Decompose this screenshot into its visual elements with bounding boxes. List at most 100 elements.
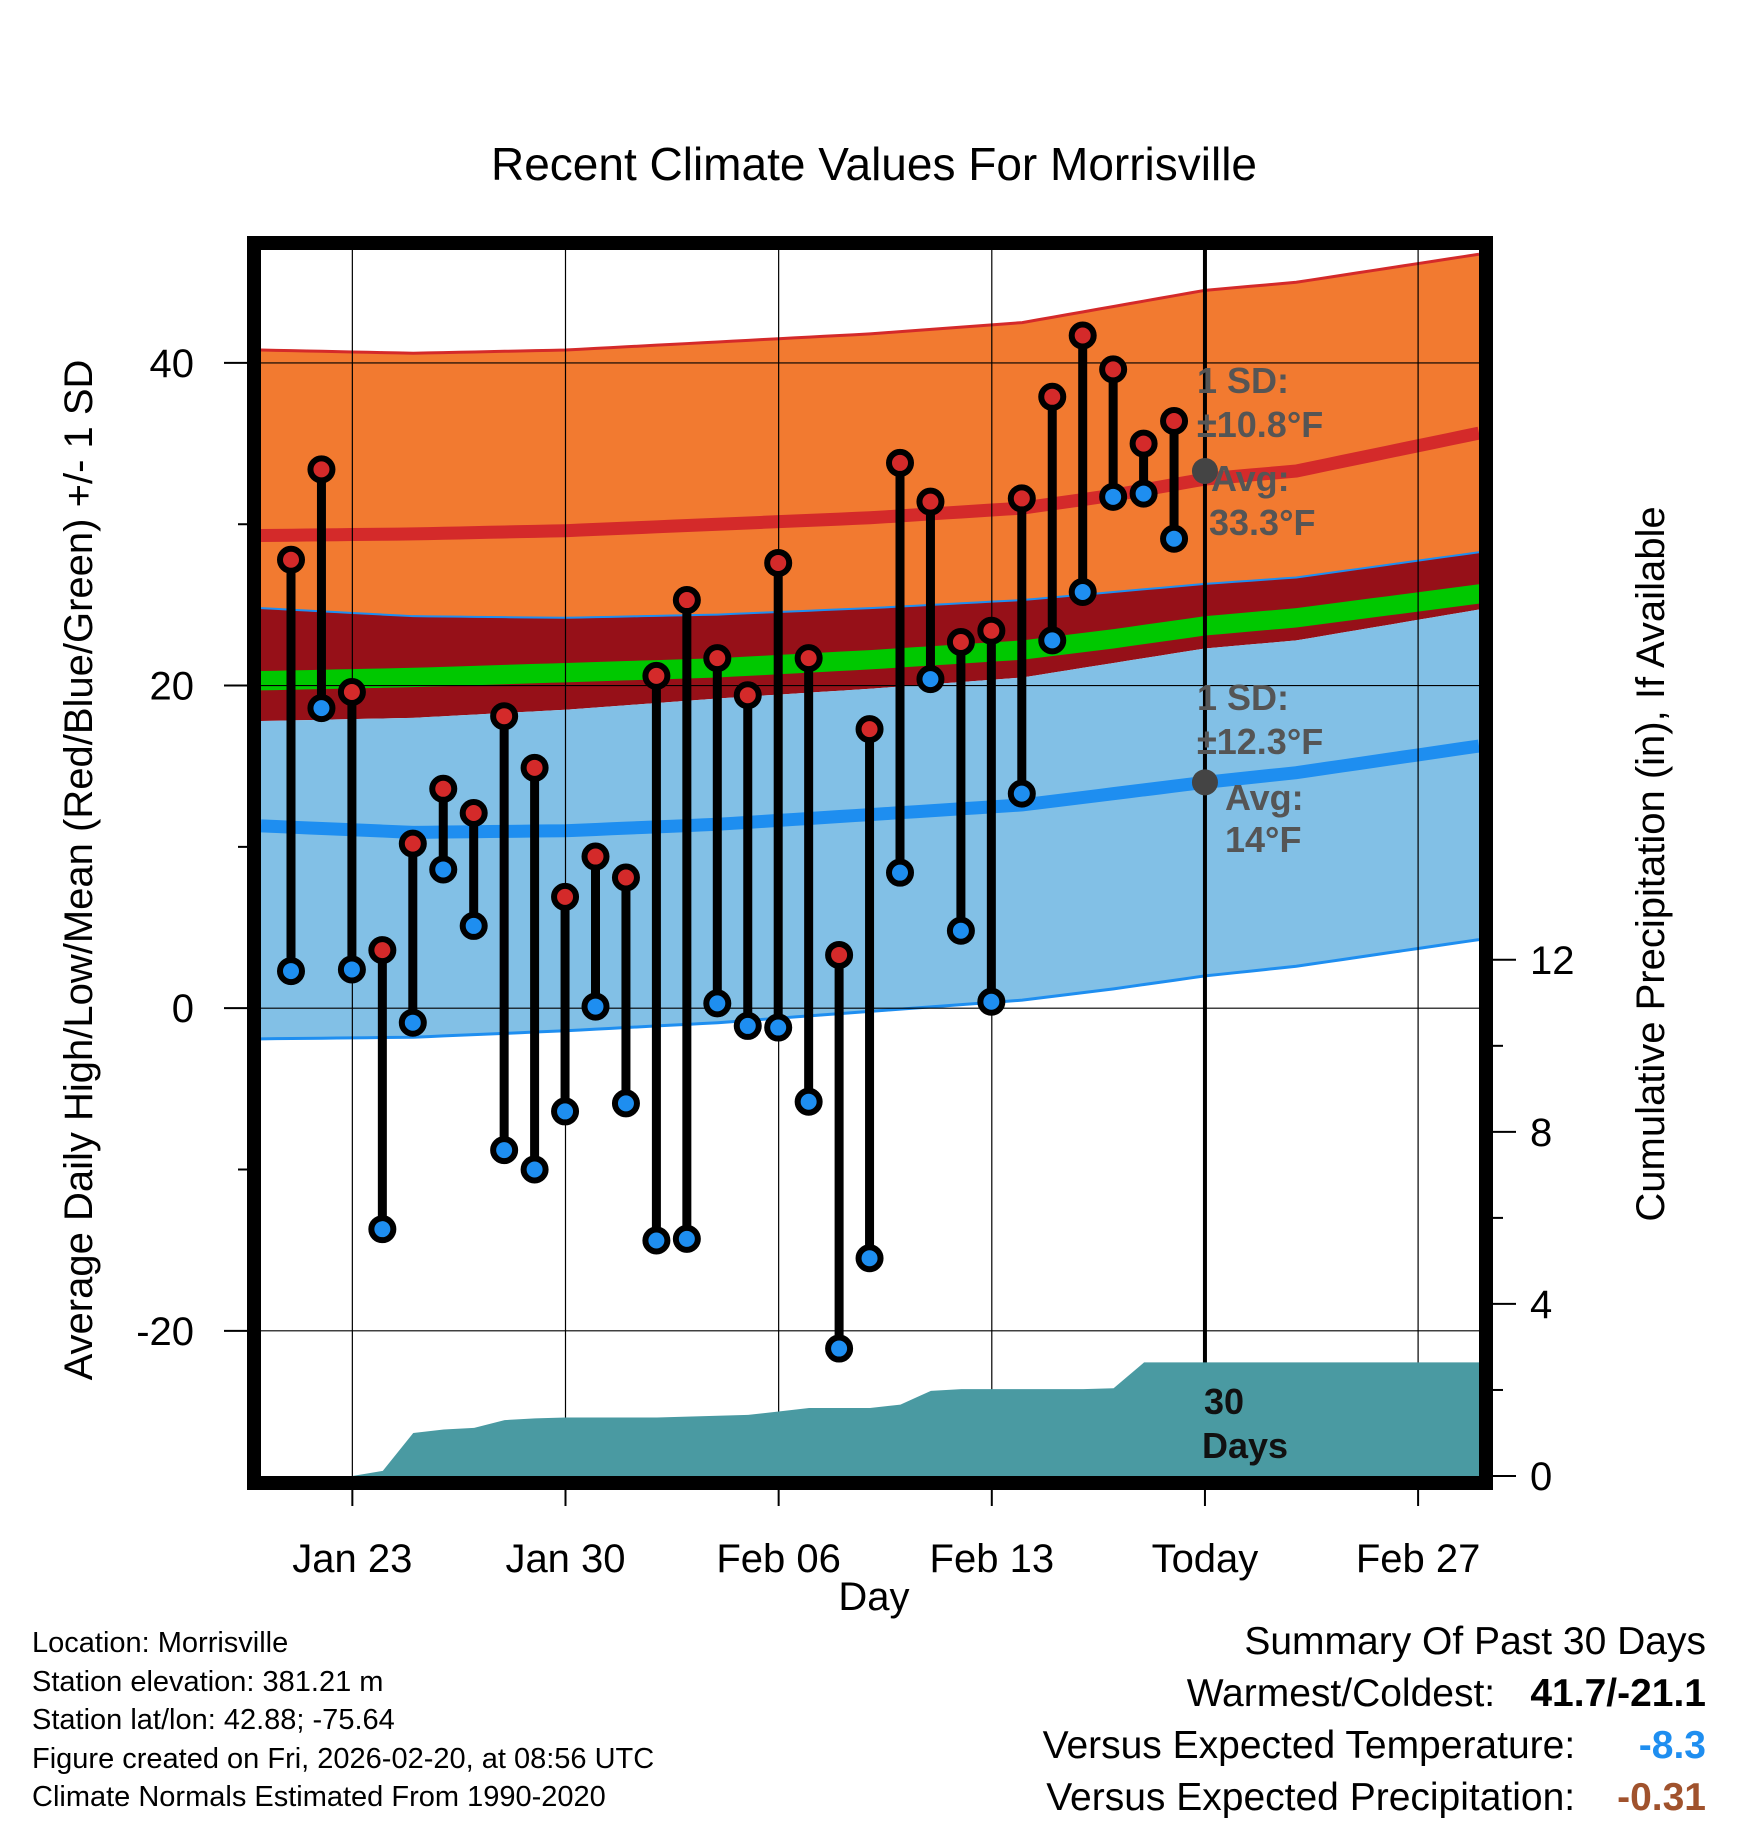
y-tick-label-right: 4	[1530, 1283, 1552, 1327]
high-sd-value: ±10.8°F	[1197, 404, 1323, 445]
low-marker	[764, 1013, 793, 1042]
low-marker	[1160, 524, 1189, 553]
high-marker	[277, 545, 305, 574]
days-label-text: Days	[1202, 1425, 1288, 1466]
summary-title: Summary Of Past 30 Days	[1244, 1620, 1706, 1663]
high-marker	[733, 681, 762, 710]
y-tick-label-left: -20	[136, 1310, 194, 1354]
low-marker	[429, 855, 458, 884]
x-tick-label: Feb 13	[930, 1537, 1055, 1581]
high-sd-label: 1 SD:	[1197, 360, 1289, 401]
high-marker	[551, 882, 580, 911]
y-axis-label-right: Cumulative Precipitation (in), If Availa…	[1629, 506, 1673, 1221]
low-avg-value: 14°F	[1225, 819, 1301, 860]
low-marker	[1007, 779, 1036, 808]
high-marker	[581, 842, 610, 871]
days-label-number: 30	[1204, 1381, 1244, 1422]
x-tick-label: Feb 06	[716, 1537, 841, 1581]
high-marker	[855, 715, 884, 744]
high-marker	[1068, 321, 1097, 350]
low-sd-label: 1 SD:	[1197, 677, 1289, 718]
high-marker	[520, 753, 549, 782]
low-marker	[1099, 482, 1128, 511]
high-marker	[794, 644, 823, 673]
precip-fill	[261, 1362, 1479, 1476]
x-tick-label: Jan 23	[292, 1537, 412, 1581]
plot-frame	[247, 236, 1493, 1490]
high-marker	[946, 627, 975, 656]
low-avg-label: Avg:	[1225, 777, 1304, 818]
high-marker	[977, 616, 1006, 645]
low-marker	[977, 987, 1006, 1016]
info-elevation: Station elevation: 381.21 m	[32, 1665, 384, 1698]
y-tick-label-left: 20	[150, 665, 195, 709]
summary-precip-label: Versus Expected Precipitation:	[1046, 1776, 1576, 1819]
high-marker	[307, 455, 336, 484]
y-tick-label-right: 12	[1530, 939, 1575, 983]
low-avg-marker	[1191, 769, 1218, 796]
low-marker	[551, 1097, 580, 1126]
low-marker	[1129, 479, 1158, 508]
high-avg-value: 33.3°F	[1209, 502, 1315, 543]
low-marker	[307, 694, 336, 723]
low-marker	[825, 1334, 854, 1363]
info-latlon: Station lat/lon: 42.88; -75.64	[32, 1704, 395, 1736]
low-marker	[490, 1136, 519, 1165]
high-marker	[642, 661, 671, 690]
precipitation-area	[261, 1362, 1479, 1476]
info-location: Location: Morrisville	[32, 1627, 289, 1659]
y-tick-label-right: 0	[1530, 1455, 1552, 1499]
info-created: Figure created on Fri, 2026-02-20, at 08…	[32, 1742, 655, 1775]
high-marker	[1038, 382, 1067, 411]
low-marker	[611, 1089, 640, 1118]
low-marker	[672, 1224, 701, 1253]
info-normals: Climate Normals Estimated From 1990-2020	[32, 1781, 606, 1813]
high-marker	[1099, 355, 1128, 384]
low-marker	[337, 955, 366, 984]
daily-range-stems	[286, 335, 1179, 1349]
low-marker	[520, 1155, 549, 1184]
low-marker	[916, 665, 945, 694]
high-mean-line	[261, 426, 1479, 543]
low-marker	[946, 916, 975, 945]
summary-warmest-row: Warmest/Coldest: 41.7/-21.1	[1043, 1668, 1706, 1720]
summary-temp-value: -8.3	[1638, 1724, 1706, 1767]
high-marker	[490, 702, 519, 731]
high-marker	[1007, 484, 1036, 513]
chart-title: Recent Climate Values For Morrisville	[491, 138, 1257, 190]
low-marker	[1068, 577, 1097, 606]
low-marker	[733, 1011, 762, 1040]
low-marker	[886, 858, 914, 887]
high-marker	[916, 487, 945, 516]
low-marker	[855, 1244, 884, 1273]
high-marker	[337, 678, 366, 707]
high-marker	[611, 863, 640, 892]
high-marker	[1129, 429, 1158, 458]
climate-chart: Recent Climate Values For Morrisville 1 …	[57, 138, 1673, 1619]
plot-border	[247, 236, 1493, 1490]
low-marker	[1038, 626, 1067, 655]
high-marker	[368, 936, 397, 965]
daily-markers	[277, 321, 1218, 1363]
x-tick-label: Jan 30	[505, 1537, 625, 1581]
low-marker	[581, 992, 610, 1021]
summary-panel: Summary Of Past 30 Days Warmest/Coldest:…	[1043, 1616, 1706, 1824]
x-tick-label: Today	[1152, 1537, 1259, 1581]
y-tick-label-right: 8	[1530, 1111, 1552, 1155]
annotations: 1 SD: ±10.8°F Avg: 33.3°F 1 SD: ±12.3°F …	[1197, 360, 1323, 1466]
high-marker	[398, 829, 427, 858]
high-avg-marker	[1191, 458, 1218, 485]
summary-precip-row: Versus Expected Precipitation: -0.31	[1043, 1772, 1706, 1824]
summary-temp-row: Versus Expected Temperature: -8.3	[1043, 1720, 1706, 1772]
x-axis-label: Day	[838, 1575, 909, 1619]
high-sd-lower-line	[261, 551, 1479, 619]
x-tick-label: Feb 27	[1356, 1537, 1481, 1581]
low-sd-value: ±12.3°F	[1197, 721, 1323, 762]
high-sd-upper-line	[261, 252, 1479, 355]
low-marker	[794, 1087, 823, 1116]
y-tick-label-left: 0	[172, 987, 194, 1031]
high-avg-label: Avg:	[1211, 458, 1290, 499]
summary-precip-value: -0.31	[1617, 1776, 1706, 1819]
high-marker	[764, 548, 793, 577]
summary-warmest-value: 41.7/-21.1	[1530, 1672, 1706, 1715]
